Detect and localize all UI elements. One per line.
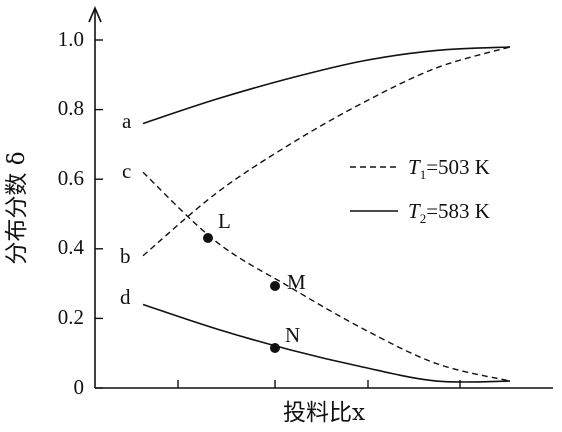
y-tick-marks <box>95 39 103 389</box>
y-tick-label: 0 <box>74 375 85 399</box>
y-tick-label: 0.6 <box>58 166 84 190</box>
series-a-label: a <box>122 109 132 133</box>
y-tick-label: 1.0 <box>58 27 84 51</box>
point-L-label: L <box>218 209 231 233</box>
y-axis-arrow-icon <box>88 5 102 23</box>
y-tick-label: 0.2 <box>58 305 84 329</box>
x-axis-title: 投料比x <box>283 400 365 426</box>
series-d-line <box>142 303 511 383</box>
series-a-line <box>142 46 511 125</box>
series-b-label: b <box>120 244 131 268</box>
y-tick-labels: 1.0 0.8 0.6 0.4 0.2 0 <box>58 27 85 399</box>
x-tick-marks <box>177 380 461 388</box>
series-c-label: c <box>122 159 131 183</box>
point-M <box>270 281 280 291</box>
legend-t2-symbol: T <box>408 199 421 223</box>
y-tick-label: 0.8 <box>58 96 84 120</box>
series-d-label: d <box>120 285 131 309</box>
legend-entry-t1: T1=503 K <box>408 155 490 182</box>
legend-t1-symbol: T <box>408 155 421 179</box>
y-tick-label: 0.4 <box>58 235 85 259</box>
point-N-label: N <box>285 323 300 347</box>
series-c-line <box>142 171 511 382</box>
y-axis-title: 分布分数 δ <box>4 151 30 264</box>
legend: T1=503 K T2=583 K <box>350 155 490 226</box>
legend-t2-value: =583 K <box>426 199 490 223</box>
legend-t2-subscript: 2 <box>420 211 427 226</box>
legend-t1-value: =503 K <box>426 155 490 179</box>
legend-entry-t2: T2=583 K <box>408 199 490 226</box>
series-b-line <box>142 46 511 257</box>
point-M-label: M <box>287 270 306 294</box>
point-N <box>270 343 280 353</box>
point-L <box>203 233 213 243</box>
legend-t1-subscript: 1 <box>420 167 427 182</box>
